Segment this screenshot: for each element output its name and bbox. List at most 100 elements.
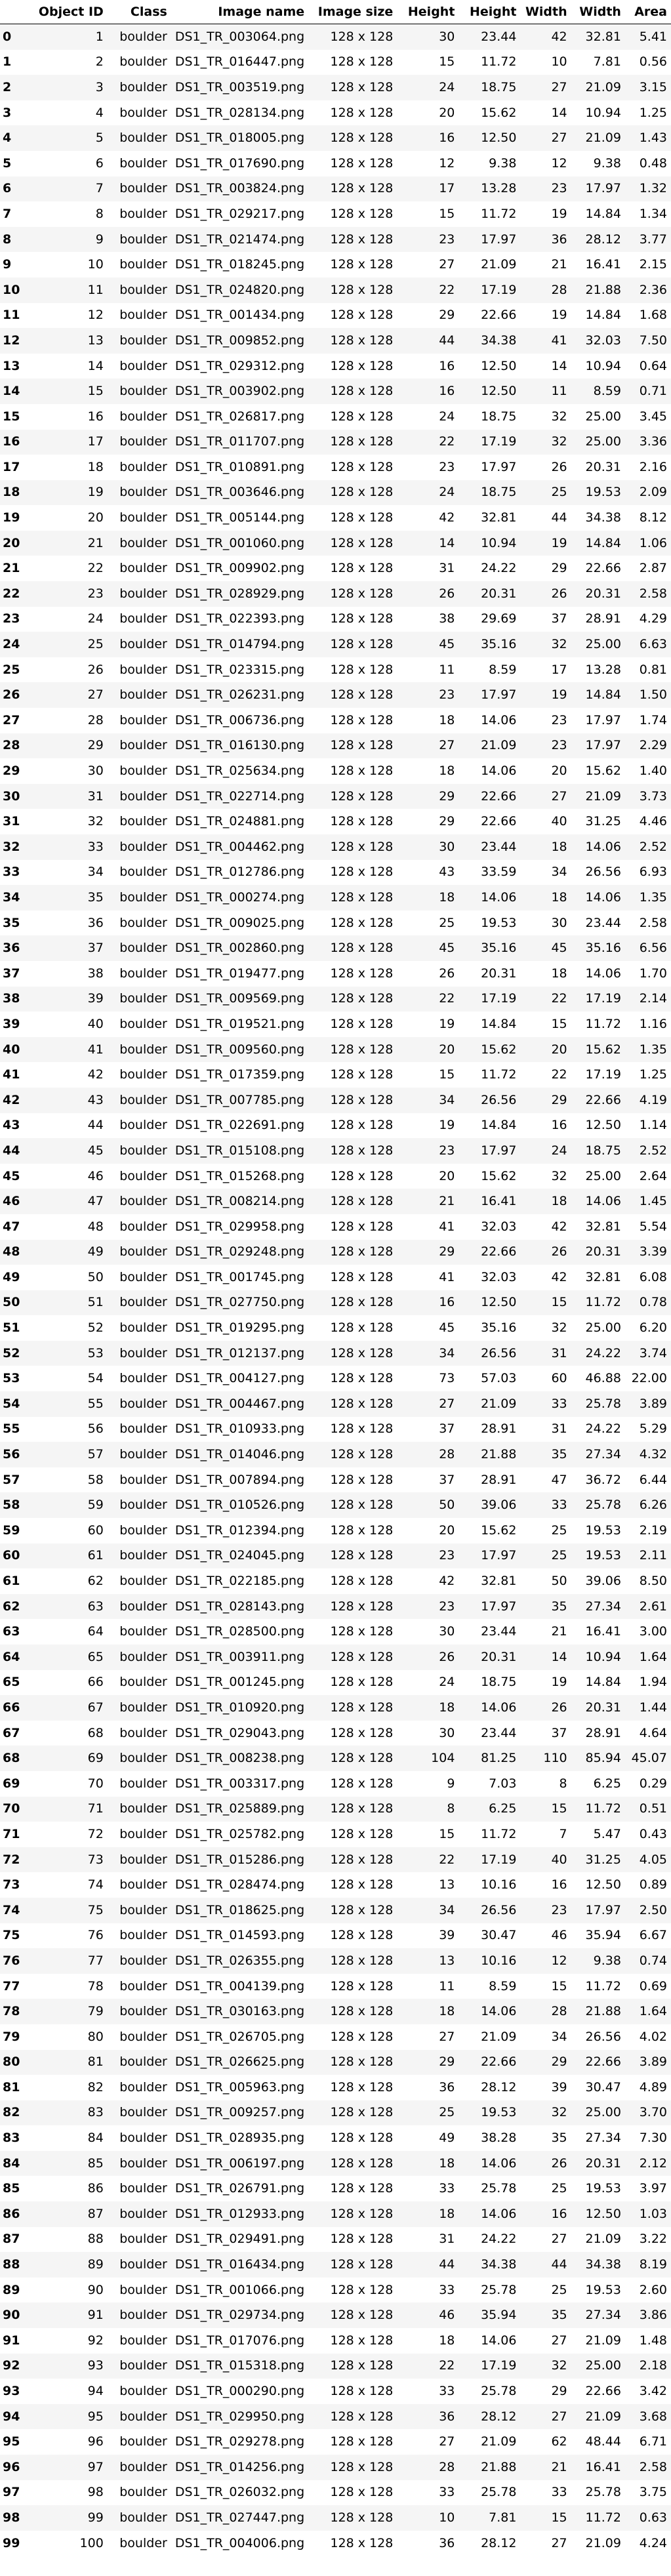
- cell-width-m: 11.72: [585, 1016, 621, 1031]
- cell-width-m: 25.00: [585, 2358, 621, 2373]
- cell-height-px: 16: [439, 131, 455, 146]
- cell-width-px: 29: [551, 2055, 567, 2070]
- cell-image-name: DS1_TR_026231.png: [174, 687, 305, 703]
- cell-width-px: 32: [551, 637, 567, 652]
- cell-height-px: 29: [439, 814, 455, 829]
- cell-width-m: 35.16: [585, 941, 621, 956]
- cell-object-id: 74: [87, 1877, 104, 1892]
- cell-index: 93: [3, 2384, 20, 2399]
- cell-area: 45.07: [631, 1751, 667, 1766]
- cell-object-id: 13: [87, 333, 104, 348]
- cell-area: 2.11: [639, 1548, 667, 1563]
- cell-class: boulder: [119, 2105, 167, 2120]
- cell-image-size: 128 x 128: [330, 1371, 394, 1386]
- cell-width-m: 14.84: [585, 687, 621, 703]
- cell-height-px: 20: [439, 1168, 455, 1183]
- cell-area: 2.50: [639, 1902, 667, 1917]
- cell-image-size: 128 x 128: [330, 1143, 394, 1158]
- cell-height-px: 16: [439, 1295, 455, 1310]
- cell-width-px: 46: [551, 1928, 567, 1943]
- cell-image-name: DS1_TR_004139.png: [174, 1978, 305, 1993]
- cell-image-size: 128 x 128: [330, 2459, 394, 2474]
- cell-index: 30: [3, 788, 20, 804]
- cell-height-px: 45: [439, 941, 455, 956]
- table-row: 80 81 boulder DS1_TR_026625.png 128 x 128 29 2…: [0, 2049, 671, 2075]
- cell-image-size: 128 x 128: [330, 2105, 394, 2120]
- header-width-m: Width: [571, 0, 625, 24]
- cell-class: boulder: [119, 1447, 167, 1462]
- cell-height-m: 15.62: [481, 1168, 517, 1183]
- cell-width-m: 18.75: [585, 1143, 621, 1158]
- cell-width-m: 21.09: [585, 131, 621, 146]
- cell-width-px: 17: [551, 662, 567, 677]
- table-row: 76 77 boulder DS1_TR_026355.png 128 x 128 13 1…: [0, 1948, 671, 1974]
- cell-index: 4: [3, 131, 12, 146]
- cell-width-px: 39: [551, 2079, 567, 2095]
- cell-width-m: 24.22: [585, 1345, 621, 1360]
- table-row: 18 19 boulder DS1_TR_003646.png 128 x 128 24 1…: [0, 480, 671, 506]
- cell-class: boulder: [119, 29, 167, 44]
- cell-width-m: 25.78: [585, 1498, 621, 1513]
- cell-object-id: 21: [87, 535, 104, 550]
- cell-width-px: 27: [551, 2409, 567, 2424]
- table-row: 20 21 boulder DS1_TR_001060.png 128 x 128 14 1…: [0, 530, 671, 556]
- cell-image-name: DS1_TR_023315.png: [174, 662, 305, 677]
- cell-image-size: 128 x 128: [330, 1447, 394, 1462]
- cell-height-px: 26: [439, 1649, 455, 1664]
- cell-height-px: 33: [439, 2282, 455, 2297]
- cell-height-px: 44: [439, 2257, 455, 2272]
- cell-object-id: 23: [87, 586, 104, 601]
- cell-image-name: DS1_TR_029734.png: [174, 2308, 305, 2323]
- cell-height-m: 28.12: [481, 2079, 517, 2095]
- cell-image-name: DS1_TR_022714.png: [174, 788, 305, 804]
- cell-width-px: 14: [551, 1649, 567, 1664]
- cell-object-id: 6: [95, 155, 104, 171]
- cell-height-m: 21.09: [481, 738, 517, 753]
- cell-image-name: DS1_TR_029958.png: [174, 1219, 305, 1234]
- cell-image-name: DS1_TR_024045.png: [174, 1548, 305, 1563]
- cell-height-m: 15.62: [481, 1523, 517, 1538]
- cell-image-size: 128 x 128: [330, 2156, 394, 2171]
- table-row: 46 47 boulder DS1_TR_008214.png 128 x 128 21 1…: [0, 1189, 671, 1214]
- table-row: 89 90 boulder DS1_TR_001066.png 128 x 128 33 2…: [0, 2277, 671, 2303]
- cell-image-size: 128 x 128: [330, 2434, 394, 2449]
- cell-image-size: 128 x 128: [330, 1295, 394, 1310]
- cell-width-px: 19: [551, 1675, 567, 1690]
- cell-height-px: 10: [439, 2510, 455, 2525]
- cell-index: 14: [3, 384, 20, 399]
- cell-width-px: 27: [551, 2333, 567, 2348]
- cell-width-m: 25.00: [585, 434, 621, 449]
- cell-width-px: 29: [551, 561, 567, 576]
- cell-height-m: 22.66: [481, 814, 517, 829]
- cell-area: 3.89: [639, 1396, 667, 1411]
- cell-height-m: 12.50: [481, 384, 517, 399]
- cell-image-name: DS1_TR_026355.png: [174, 1953, 305, 1968]
- cell-image-size: 128 x 128: [330, 764, 394, 779]
- cell-width-px: 27: [551, 2232, 567, 2247]
- cell-height-px: 26: [439, 966, 455, 981]
- cell-width-m: 16.41: [585, 257, 621, 272]
- cell-index: 32: [3, 839, 20, 854]
- cell-area: 4.89: [639, 2079, 667, 2095]
- cell-index: 58: [3, 1498, 20, 1513]
- cell-class: boulder: [119, 662, 167, 677]
- cell-width-m: 25.00: [585, 2105, 621, 2120]
- cell-index: 19: [3, 510, 20, 525]
- cell-area: 0.81: [639, 662, 667, 677]
- cell-height-m: 28.91: [481, 1421, 517, 1437]
- table-row: 6 7 boulder DS1_TR_003824.png 128 x 128 17 13.…: [0, 176, 671, 202]
- cell-width-px: 8: [559, 1776, 567, 1791]
- cell-index: 69: [3, 1776, 20, 1791]
- cell-height-px: 36: [439, 2535, 455, 2550]
- cell-class: boulder: [119, 966, 167, 981]
- cell-class: boulder: [119, 1978, 167, 1993]
- cell-width-px: 33: [551, 2485, 567, 2500]
- cell-class: boulder: [119, 561, 167, 576]
- cell-image-size: 128 x 128: [330, 1801, 394, 1816]
- cell-image-size: 128 x 128: [330, 1700, 394, 1715]
- cell-height-m: 14.06: [481, 2206, 517, 2221]
- cell-area: 2.61: [639, 1599, 667, 1614]
- cell-class: boulder: [119, 1042, 167, 1057]
- table-row: 54 55 boulder DS1_TR_004467.png 128 x 128 27 2…: [0, 1391, 671, 1417]
- cell-height-m: 21.09: [481, 2434, 517, 2449]
